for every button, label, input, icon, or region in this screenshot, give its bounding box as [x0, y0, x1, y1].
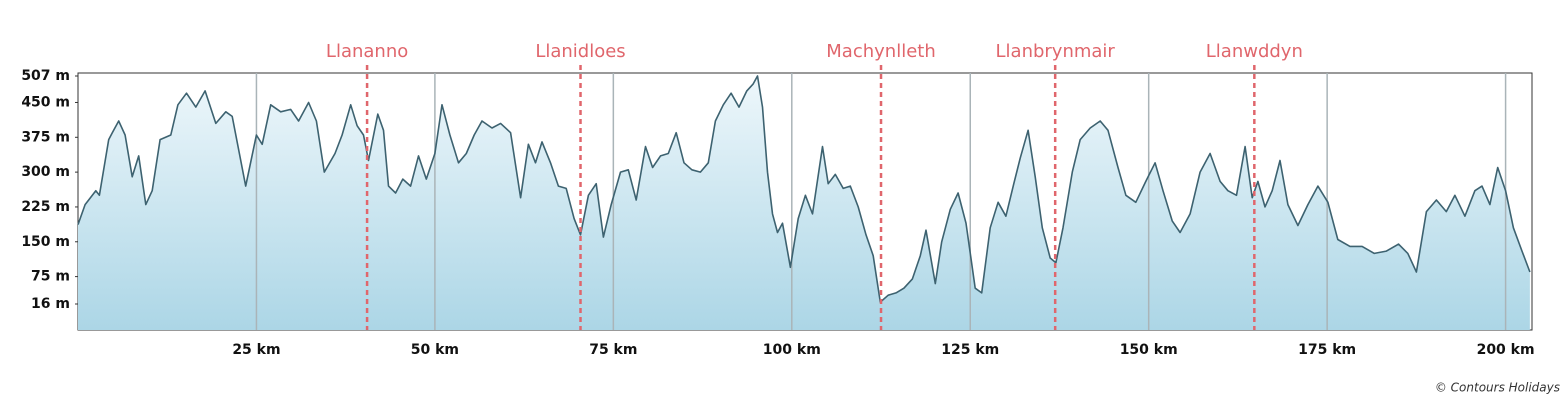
y-tick-label: 16 m [31, 296, 70, 312]
y-tick-label: 450 m [21, 94, 70, 110]
town-label: Llanidloes [535, 41, 625, 62]
y-tick-label: 75 m [31, 269, 70, 285]
y-tick-label: 300 m [21, 164, 70, 180]
credit: © Contours Holidays [1435, 381, 1560, 395]
y-tick-label: 375 m [21, 129, 70, 145]
town-label: Llanbrynmair [996, 41, 1116, 62]
y-tick-label: 150 m [21, 234, 70, 250]
elevation-area [78, 76, 1530, 330]
x-tick-label: 50 km [411, 342, 459, 358]
town-label: Llanwddyn [1206, 41, 1303, 62]
y-tick-label: 225 m [21, 199, 70, 215]
x-tick-label: 25 km [232, 342, 280, 358]
y-tick-label: 507 m [21, 68, 70, 84]
x-tick-label: 100 km [763, 342, 821, 358]
x-tick-label: 150 km [1120, 342, 1178, 358]
x-tick-label: 125 km [941, 342, 999, 358]
x-tick-label: 175 km [1298, 342, 1356, 358]
town-label: Llananno [326, 41, 408, 62]
x-tick-label: 200 km [1477, 342, 1535, 358]
x-tick-label: 75 km [589, 342, 637, 358]
town-label: Machynlleth [826, 41, 935, 62]
